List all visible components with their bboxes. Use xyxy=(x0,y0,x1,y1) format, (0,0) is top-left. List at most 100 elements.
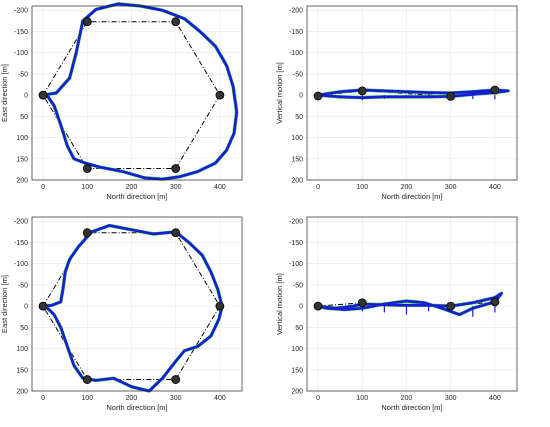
waypoint-marker xyxy=(490,297,500,307)
x-tick-label: 400 xyxy=(214,395,226,402)
waypoint-marker xyxy=(82,228,92,238)
waypoint-marker xyxy=(215,90,225,100)
y-tick-label: 0 xyxy=(24,93,28,100)
y-tick-label: -200 xyxy=(289,219,303,226)
y-tick-label: -50 xyxy=(293,282,303,289)
y-tick-label: -100 xyxy=(289,261,303,268)
waypoint-marker xyxy=(446,301,456,311)
x-tick-label: 400 xyxy=(489,395,501,402)
y-tick-label: 0 xyxy=(299,93,303,100)
waypoint-path xyxy=(318,301,495,307)
y-tick-label: -50 xyxy=(18,282,28,289)
plot-bottom-left: 0 100 200 300 400 -200 -150 -100 -50 0 50 100 150 200… xyxy=(0,211,275,422)
vehicle-path xyxy=(42,224,224,393)
y-tick-label: 50 xyxy=(295,325,303,332)
axes-box xyxy=(31,216,243,392)
y-tick-label: 100 xyxy=(16,346,28,353)
x-axis-label: North direction [m] xyxy=(381,403,442,412)
waypoint-marker xyxy=(171,17,181,27)
x-tick-label: 100 xyxy=(356,395,368,402)
x-tick-label: 0 xyxy=(41,395,45,402)
y-tick-label: -200 xyxy=(14,219,28,226)
chart-svg: 0 100 200 300 400 -200 -150 -100 -50 0 50 100 150 200… xyxy=(0,2,243,201)
y-tick-label: 150 xyxy=(291,367,303,374)
x-tick-label: 0 xyxy=(316,184,320,191)
chart-svg: 0 100 200 300 400 -200 -150 -100 -50 0 50 100 150 200… xyxy=(275,5,518,201)
waypoint-marker xyxy=(82,17,92,27)
axes-area xyxy=(32,217,242,391)
chart-svg: 0 100 200 300 400 -200 -150 -100 -50 0 50 100 150 200… xyxy=(275,216,518,412)
x-tick-label: 200 xyxy=(126,184,138,191)
y-tick-label: 50 xyxy=(20,114,28,121)
y-tick-label: 100 xyxy=(291,346,303,353)
x-tick-label: 0 xyxy=(41,184,45,191)
y-tick-label: -50 xyxy=(18,71,28,78)
x-tick-label: 0 xyxy=(316,395,320,402)
waypoint-marker xyxy=(490,85,500,95)
x-axis-label: North direction [m] xyxy=(381,192,442,201)
y-axis-label: East direction [m] xyxy=(0,64,9,122)
waypoint-marker xyxy=(357,298,367,308)
y-tick-label: -150 xyxy=(289,29,303,36)
axes-box xyxy=(306,5,518,181)
plot-top-right: 0 100 200 300 400 -200 -150 -100 -50 0 50 100 150 200… xyxy=(275,0,550,211)
y-tick-label: -200 xyxy=(289,8,303,15)
x-tick-label: 100 xyxy=(81,184,93,191)
waypoint-marker xyxy=(357,86,367,96)
plot-bottom-right: 0 100 200 300 400 -200 -150 -100 -50 0 50 100 150 200… xyxy=(275,211,550,422)
x-tick-label: 300 xyxy=(170,184,182,191)
x-tick-label: 100 xyxy=(81,395,93,402)
y-tick-label: 150 xyxy=(16,156,28,163)
y-tick-label: -150 xyxy=(289,240,303,247)
vehicle-path xyxy=(42,2,238,181)
x-tick-label: 400 xyxy=(214,184,226,191)
y-tick-label: 50 xyxy=(20,325,28,332)
waypoint-marker xyxy=(171,375,181,384)
y-tick-label: 150 xyxy=(16,367,28,374)
plot-top-left: 0 100 200 300 400 -200 -150 -100 -50 0 50 100 150 200… xyxy=(0,0,275,211)
waypoint-marker xyxy=(446,91,456,101)
waypoint-marker xyxy=(82,164,92,173)
y-tick-label: 100 xyxy=(291,135,303,142)
y-tick-label: 200 xyxy=(291,178,303,185)
axes-area xyxy=(32,6,242,180)
y-tick-label: -200 xyxy=(14,8,28,15)
x-tick-label: 200 xyxy=(126,395,138,402)
chart-svg: 0 100 200 300 400 -200 -150 -100 -50 0 50 100 150 200… xyxy=(0,216,243,412)
waypoint-marker xyxy=(38,301,48,311)
y-tick-label: 100 xyxy=(16,135,28,142)
waypoint-marker xyxy=(313,301,323,311)
waypoint-marker xyxy=(313,91,323,101)
y-tick-label: 150 xyxy=(291,156,303,163)
y-tick-label: 50 xyxy=(295,114,303,121)
axes-box xyxy=(31,5,243,181)
y-tick-label: 0 xyxy=(299,304,303,311)
y-tick-label: 200 xyxy=(16,389,28,396)
y-tick-label: 0 xyxy=(24,304,28,311)
y-tick-label: 200 xyxy=(291,389,303,396)
y-axis-label: East direction [m] xyxy=(0,275,9,333)
x-tick-label: 300 xyxy=(170,395,182,402)
vehicle-path xyxy=(317,292,503,316)
x-tick-label: 300 xyxy=(445,395,457,402)
x-tick-label: 200 xyxy=(401,395,413,402)
x-tick-label: 400 xyxy=(489,184,501,191)
waypoint-marker xyxy=(171,228,181,238)
y-tick-label: -150 xyxy=(14,240,28,247)
x-axis-label: North direction [m] xyxy=(106,192,167,201)
axes-box xyxy=(306,216,518,392)
y-axis-label: Vertical motion [m] xyxy=(275,62,284,124)
x-axis-label: North direction [m] xyxy=(106,403,167,412)
waypoint-marker xyxy=(215,301,225,311)
y-tick-label: -100 xyxy=(289,50,303,57)
waypoint-marker xyxy=(38,90,48,100)
x-tick-label: 100 xyxy=(356,184,368,191)
y-tick-label: 200 xyxy=(16,178,28,185)
y-tick-label: -150 xyxy=(14,29,28,36)
waypoint-marker xyxy=(82,375,92,384)
waypoint-marker xyxy=(171,164,181,173)
y-axis-label: Vertical motion [m] xyxy=(275,273,284,335)
y-tick-label: -100 xyxy=(14,261,28,268)
y-tick-label: -100 xyxy=(14,50,28,57)
x-tick-label: 200 xyxy=(401,184,413,191)
